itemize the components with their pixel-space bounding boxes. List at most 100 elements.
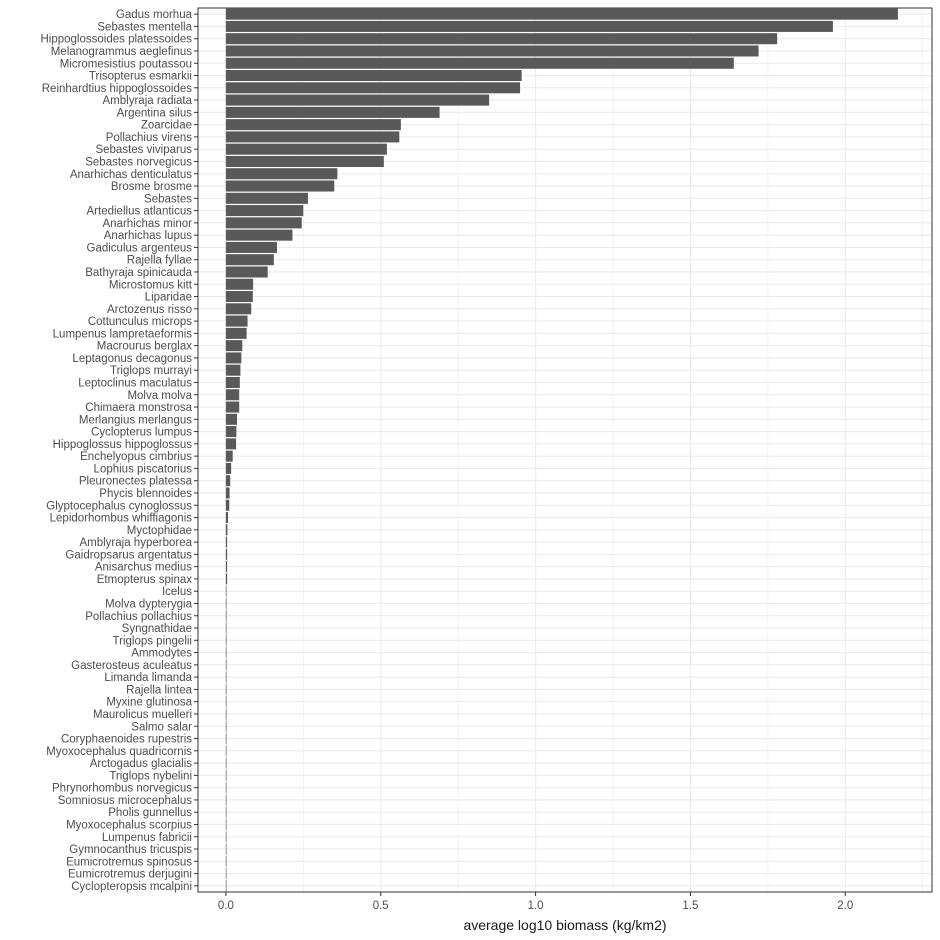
bar (225, 315, 248, 327)
y-tick-label: Macrourus berglax (97, 341, 192, 353)
y-tick-label: Hippoglossus hippoglossus (53, 439, 193, 451)
bar (225, 475, 231, 487)
y-tick-label: Merlangius merlangus (79, 414, 192, 426)
y-tick-label: Salmo salar (131, 721, 192, 733)
bar (225, 880, 227, 892)
y-tick-label: Pollachius pollachius (85, 611, 192, 623)
bar (225, 561, 228, 573)
y-tick-label: Icelus (162, 586, 192, 598)
plot-panel-background (198, 8, 932, 892)
y-tick-label: Triglops nybelini (109, 770, 192, 782)
y-tick-label: Arctozenus risso (107, 304, 192, 316)
bar (225, 8, 898, 20)
y-tick-label: Phrynorhombus norvegicus (52, 783, 192, 795)
bar (225, 143, 387, 155)
y-tick-label: Arctogadus glacialis (90, 758, 193, 770)
y-tick-label: Melanogrammus aeglefinus (51, 46, 193, 58)
bar (225, 70, 522, 82)
bar (225, 696, 227, 708)
bar (225, 303, 252, 315)
bar (225, 291, 253, 303)
bar (225, 33, 778, 45)
bar (225, 180, 335, 192)
bar (225, 610, 227, 622)
y-tick-label: Lumpenus lampretaeformis (53, 328, 193, 340)
y-tick-label: Lepidorhombus whiffiagonis (50, 513, 193, 525)
bar (225, 192, 308, 204)
y-tick-label: Gadus morhua (116, 9, 193, 21)
bars (225, 8, 898, 892)
y-tick-label: Gymnocanthus tricuspis (69, 844, 192, 856)
bar (225, 106, 440, 118)
bar (225, 659, 227, 671)
bar (225, 266, 268, 278)
y-tick-label: Cyclopterus lumpus (91, 427, 192, 439)
bar (225, 634, 227, 646)
bar (225, 647, 227, 659)
bar (225, 401, 240, 413)
y-tick-label: Amblyraja hyperborea (79, 537, 192, 549)
y-tick-label: Leptagonus decagonus (72, 353, 192, 365)
bar (225, 94, 490, 106)
bar (225, 733, 227, 745)
minor-gridlines (302, 8, 924, 892)
bar (225, 708, 227, 720)
y-tick-label: Trisopterus esmarkii (89, 71, 192, 83)
y-tick-label: Liparidae (145, 292, 192, 304)
bar (225, 843, 227, 855)
y-tick-label: Gasterosteus aculeatus (71, 660, 192, 672)
y-tick-label: Anarhichas minor (103, 218, 193, 230)
y-tick-label: Reinhardtius hippoglossoides (42, 83, 192, 95)
bar (225, 131, 400, 143)
x-tick-label: 2.0 (837, 900, 853, 912)
bar (225, 278, 254, 290)
x-tick-label: 1.5 (682, 900, 698, 912)
bar (225, 340, 243, 352)
bar (225, 868, 227, 880)
x-tick-label: 1.0 (528, 900, 544, 912)
bar (225, 536, 228, 548)
bar (225, 597, 227, 609)
y-tick-label: Artediellus atlanticus (87, 206, 193, 218)
y-tick-label: Molva dypterygia (105, 598, 193, 610)
y-tick-label: Zoarcidae (141, 120, 192, 132)
bar (225, 524, 228, 536)
y-tick-label: Chimaera monstrosa (85, 402, 192, 414)
bar (225, 487, 230, 499)
y-tick-label: Lophius piscatorius (94, 463, 193, 475)
y-tick-label: Syngnathidae (122, 623, 192, 635)
y-tick-label: Rajella fyllae (127, 255, 192, 267)
y-tick-label: Somniosus microcephalus (58, 795, 192, 807)
y-tick-label: Rajella lintea (126, 684, 192, 696)
y-tick-label: Myoxocephalus scorpius (66, 819, 192, 831)
y-tick-label: Argentina silus (117, 107, 193, 119)
bar (225, 364, 241, 376)
bar (225, 254, 274, 266)
y-tick-label: Cottunculus microps (88, 316, 192, 328)
bar (225, 831, 227, 843)
bar (225, 573, 228, 585)
y-tick-label: Maurolicus muelleri (93, 709, 192, 721)
bar (225, 671, 227, 683)
bar (225, 512, 229, 524)
bar (225, 57, 734, 69)
y-tick-label: Bathyraja spinicauda (85, 267, 192, 279)
y-tick-label: Molva molva (127, 390, 192, 402)
bar (225, 426, 237, 438)
bar (225, 155, 384, 167)
y-tick-label: Sebastes norvegicus (85, 156, 192, 168)
bar (225, 82, 521, 94)
y-tick-label: Leptoclinus maculatus (78, 377, 192, 389)
bar (225, 327, 247, 339)
bar (225, 720, 227, 732)
bar (225, 450, 233, 462)
y-tick-label: Etmopterus spinax (97, 574, 192, 586)
y-tick-label: Ammodytes (131, 648, 192, 660)
y-tick-label: Amblyraja radiata (103, 95, 193, 107)
bar (225, 818, 227, 830)
bar (225, 548, 228, 560)
y-tick-label: Glyptocephalus cynoglossus (46, 500, 192, 512)
bar (225, 205, 304, 217)
y-tick-label: Anarhichas denticulatus (70, 169, 192, 181)
bar (225, 462, 232, 474)
